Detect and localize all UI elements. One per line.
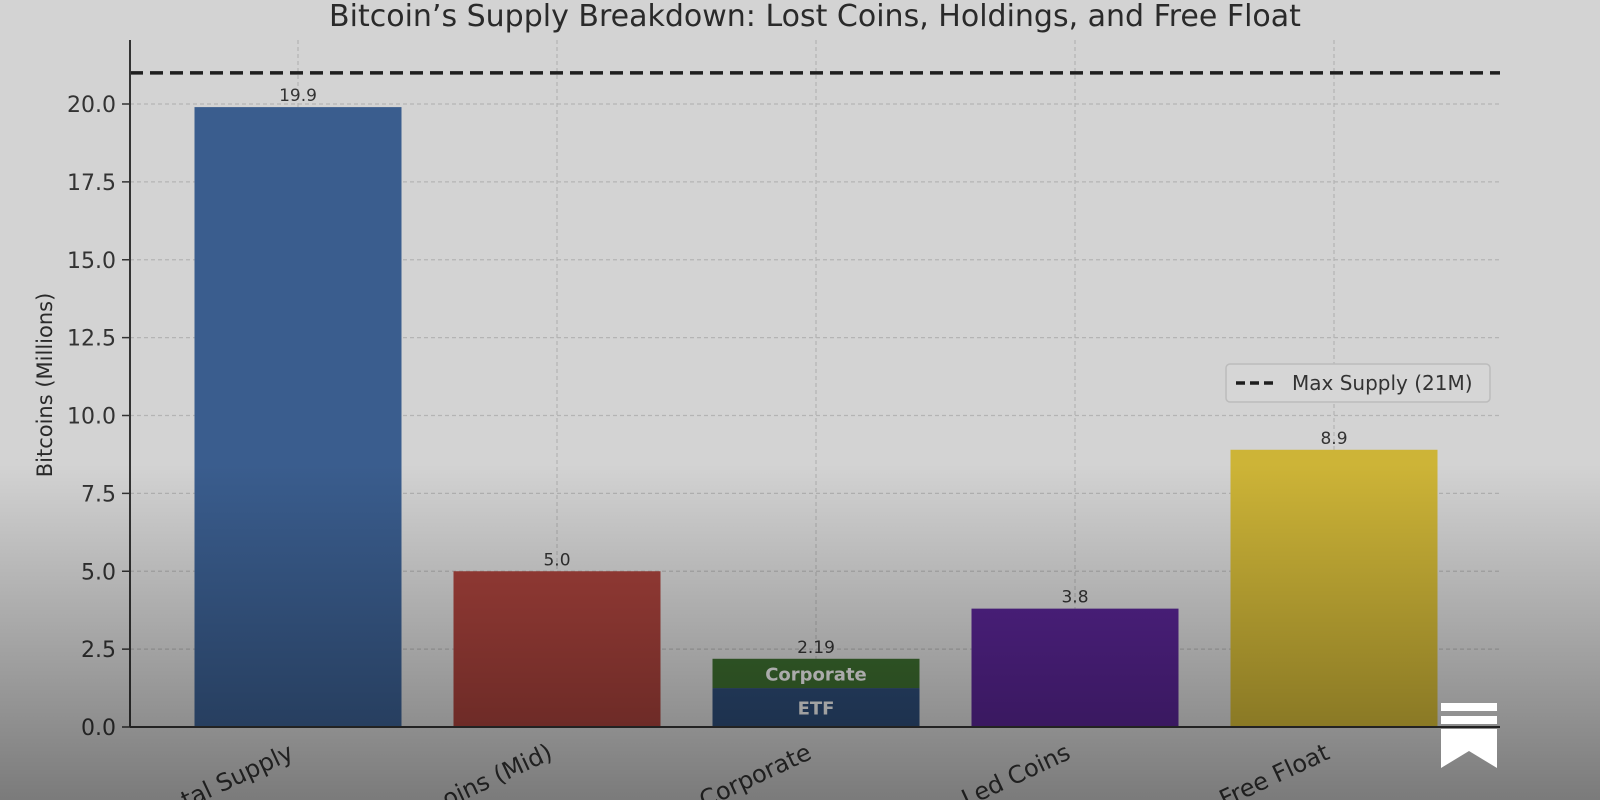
bars: 19.9 5.0 ETF Corporate 2.19 3.8 8.9: [194, 86, 1438, 728]
x-tick-label: oins (Mid): [438, 738, 557, 800]
y-tick-label: 10.0: [67, 405, 116, 430]
bar: [1230, 449, 1438, 727]
legend: Max Supply (21M): [1225, 363, 1491, 403]
bar: [971, 608, 1179, 727]
y-tick-label: 7.5: [81, 482, 116, 507]
y-tick-label: 5.0: [81, 560, 116, 585]
y-tick-label: 12.5: [67, 327, 116, 352]
y-tick-label: 15.0: [67, 249, 116, 274]
bar-segment-corporate: [712, 658, 920, 689]
bar-value-label: 19.9: [279, 86, 317, 106]
x-tick-label: Led Coins: [957, 738, 1074, 800]
x-tick-label: Corporate: [695, 738, 816, 800]
x-tick-label: tal Supply: [177, 738, 298, 800]
bar-value-label: 8.9: [1320, 429, 1347, 449]
bar-value-label: 2.19: [797, 638, 835, 658]
bar-value-label: 5.0: [543, 550, 570, 570]
y-axis-label: Bitcoins (Millions): [33, 293, 57, 478]
y-tick-label: 17.5: [67, 171, 116, 196]
bar-value-label: 3.8: [1061, 588, 1088, 608]
bar: [194, 107, 402, 728]
chart-title: Bitcoin’s Supply Breakdown: Lost Coins, …: [329, 0, 1301, 34]
y-tick-label: 0.0: [81, 716, 116, 741]
legend-box: [1225, 363, 1491, 403]
x-tick-label: Free Float: [1215, 738, 1334, 800]
y-tick-label: 20.0: [67, 93, 116, 118]
y-tick-label: 2.5: [81, 638, 116, 663]
bar-segment-etf: [712, 688, 920, 727]
legend-label: Max Supply (21M): [1292, 371, 1473, 395]
bar-segment-label: Corporate: [765, 664, 867, 685]
bookmark-logo-icon: [1441, 703, 1497, 768]
bar-segment-label: ETF: [798, 699, 835, 720]
bar: [453, 571, 661, 727]
